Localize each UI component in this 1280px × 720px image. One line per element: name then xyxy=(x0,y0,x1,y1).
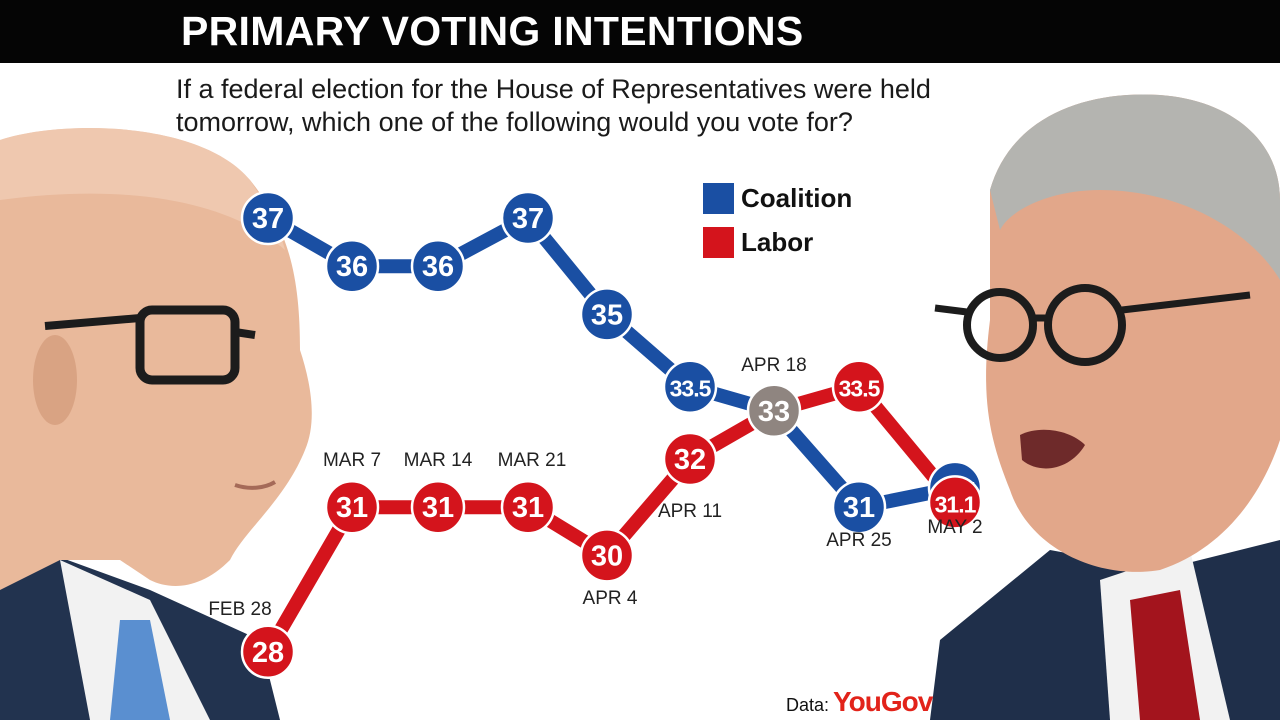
data-label-coalition-apr-4: 35 xyxy=(591,299,623,331)
title-bar: PRIMARY VOTING INTENTIONS xyxy=(0,0,1280,63)
data-label-coalition-apr-11: 33.5 xyxy=(670,376,712,402)
point-coalition-apr-25 xyxy=(831,479,887,535)
legend-swatch-labor xyxy=(703,226,734,258)
legend-swatch-coalition xyxy=(703,182,734,214)
point-coalition-feb-28 xyxy=(240,190,296,246)
yougov-logo: YouGov xyxy=(833,686,933,717)
data-source: Data: YouGov xyxy=(786,686,933,718)
point-labor-apr-11 xyxy=(662,431,718,487)
legend-label-coalition: Coalition xyxy=(741,182,853,213)
category-label-mar-14: MAR 14 xyxy=(404,450,473,471)
category-label-mar-21: MAR 21 xyxy=(498,450,567,471)
point-coalition-apr-11 xyxy=(662,359,718,414)
category-label-mar-7: MAR 7 xyxy=(323,450,381,471)
point-labor-apr-25 xyxy=(831,359,887,414)
chart-legend: Coalition Labor xyxy=(703,176,852,264)
data-label-labor-may-2: 31.1 xyxy=(935,491,977,517)
right-politician-photo xyxy=(930,94,1280,720)
data-label-coalition-feb-28: 37 xyxy=(252,203,284,235)
legend-label-labor: Labor xyxy=(741,226,814,257)
category-label-apr-25: APR 25 xyxy=(826,530,891,551)
category-label-apr-18: APR 18 xyxy=(741,355,806,376)
source-prefix: Data: xyxy=(786,695,830,715)
data-label-labor-mar-21: 31 xyxy=(512,492,544,524)
data-label-labor-feb-28: 28 xyxy=(252,637,284,669)
legend-item-labor: Labor xyxy=(703,220,852,264)
category-label-apr-11: APR 11 xyxy=(658,501,722,522)
survey-question: If a federal election for the House of R… xyxy=(176,74,931,137)
point-labor-feb-28 xyxy=(240,624,296,680)
data-label-labor-apr-25: 33.5 xyxy=(839,376,881,402)
data-label-coalition-mar-7: 36 xyxy=(336,251,368,283)
point-labor-mar-14 xyxy=(410,479,466,535)
data-label-labor-mar-7: 31 xyxy=(336,492,368,524)
point-labor-mar-21 xyxy=(500,479,556,535)
data-label-labor-apr-4: 30 xyxy=(591,540,623,572)
category-label-may-2: MAY 2 xyxy=(927,517,982,538)
data-label-coalition-mar-21: 37 xyxy=(512,203,544,235)
category-label-apr-4: APR 4 xyxy=(583,588,638,609)
point-coalition-apr-4 xyxy=(579,287,635,342)
point-labor-may-2 xyxy=(927,475,983,530)
data-label-coalition-apr-25: 31 xyxy=(843,492,875,524)
point-tie-apr-18 xyxy=(746,383,802,439)
point-coalition-mar-14 xyxy=(410,238,466,294)
point-coalition-mar-21 xyxy=(500,190,556,246)
page-title: PRIMARY VOTING INTENTIONS xyxy=(181,8,804,54)
point-coalition-mar-7 xyxy=(324,238,380,294)
left-politician-photo xyxy=(0,128,312,720)
category-label-feb-28: FEB 28 xyxy=(208,599,271,620)
data-label-labor-apr-11: 32 xyxy=(674,444,706,476)
point-labor-apr-4 xyxy=(579,528,635,583)
point-labor-mar-7 xyxy=(324,479,380,535)
data-label-tie-apr-18: 33 xyxy=(758,396,790,428)
data-label-labor-mar-14: 31 xyxy=(422,492,454,524)
data-label-coalition-mar-14: 36 xyxy=(422,251,454,283)
legend-item-coalition: Coalition xyxy=(703,176,852,220)
